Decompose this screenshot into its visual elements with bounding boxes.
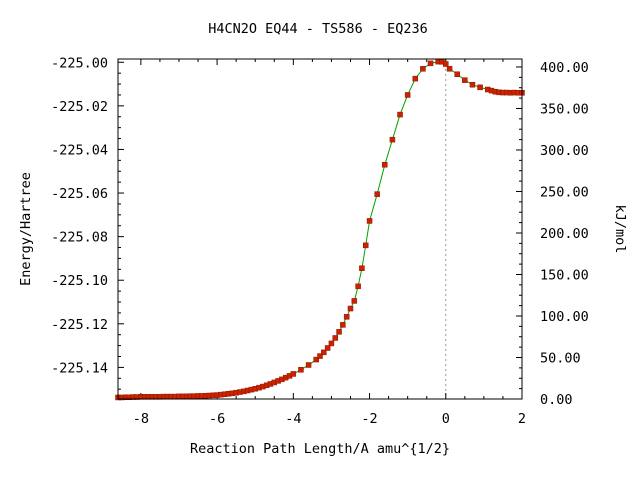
- y2-tick-label: 100.00: [540, 309, 589, 325]
- data-point: [324, 345, 331, 351]
- data-point: [332, 335, 338, 341]
- y2-tick-label: 300.00: [540, 143, 589, 159]
- y2-tick-label: 200.00: [540, 226, 589, 242]
- data-point: [359, 265, 365, 271]
- data-point: [321, 349, 327, 356]
- x-tick-label: -8: [133, 411, 149, 427]
- data-point: [366, 218, 373, 224]
- data-point: [343, 314, 350, 320]
- data-point: [355, 283, 361, 290]
- data-point: [317, 353, 323, 359]
- y-tick-label: -225.12: [51, 317, 108, 333]
- data-point: [477, 84, 483, 91]
- y2-tick-label: 250.00: [540, 184, 589, 200]
- x-tick-label: -2: [361, 411, 377, 427]
- x-tick-label: -4: [285, 411, 301, 427]
- y2-tick-label: 400.00: [540, 60, 589, 76]
- y-tick-label: -225.14: [51, 360, 108, 376]
- data-point: [412, 75, 419, 82]
- x-tick-label: 2: [518, 411, 526, 427]
- x-axis-label: Reaction Path Length/A amu^{1/2}: [190, 441, 450, 457]
- x-tick-label: -6: [209, 411, 225, 427]
- y2-tick-label: 350.00: [540, 101, 589, 117]
- plot-frame: [117, 58, 523, 400]
- data-point: [446, 66, 453, 72]
- y2-tick-label: 0.00: [540, 392, 573, 408]
- y-tick-label: -225.08: [51, 230, 108, 246]
- data-point: [469, 81, 476, 88]
- y2-axis-label: kJ/mol: [612, 205, 628, 254]
- y-tick-label: -225.02: [51, 99, 108, 115]
- chart-title: H4CN2O EQ44 - TS586 - EQ236: [208, 21, 427, 37]
- data-point: [313, 356, 319, 363]
- data-point: [382, 161, 388, 168]
- data-point: [328, 340, 335, 347]
- data-point: [290, 371, 297, 377]
- data-point: [374, 191, 380, 197]
- y-tick-label: -225.06: [51, 186, 108, 202]
- data-point: [389, 136, 396, 143]
- data-point: [351, 298, 358, 304]
- data-point: [427, 60, 434, 67]
- data-point: [462, 77, 468, 83]
- data-point: [397, 111, 403, 118]
- data-point: [454, 71, 460, 78]
- y2-tick-label: 50.00: [540, 350, 581, 366]
- data-point: [404, 92, 411, 98]
- data-point: [443, 61, 449, 67]
- y-tick-label: -225.00: [51, 55, 108, 71]
- data-point: [420, 66, 426, 72]
- data-point: [347, 305, 354, 312]
- series-line: [118, 61, 522, 398]
- data-point: [362, 242, 369, 249]
- y-axis-label: Energy/Hartree: [18, 172, 34, 286]
- y-tick-label: -225.04: [51, 142, 108, 158]
- data-point: [298, 367, 304, 373]
- y2-tick-label: 150.00: [540, 267, 589, 283]
- x-tick-label: 0: [442, 411, 450, 427]
- data-point: [336, 329, 342, 335]
- data-point: [305, 362, 312, 368]
- data-point: [340, 322, 346, 328]
- y-tick-label: -225.10: [51, 273, 108, 289]
